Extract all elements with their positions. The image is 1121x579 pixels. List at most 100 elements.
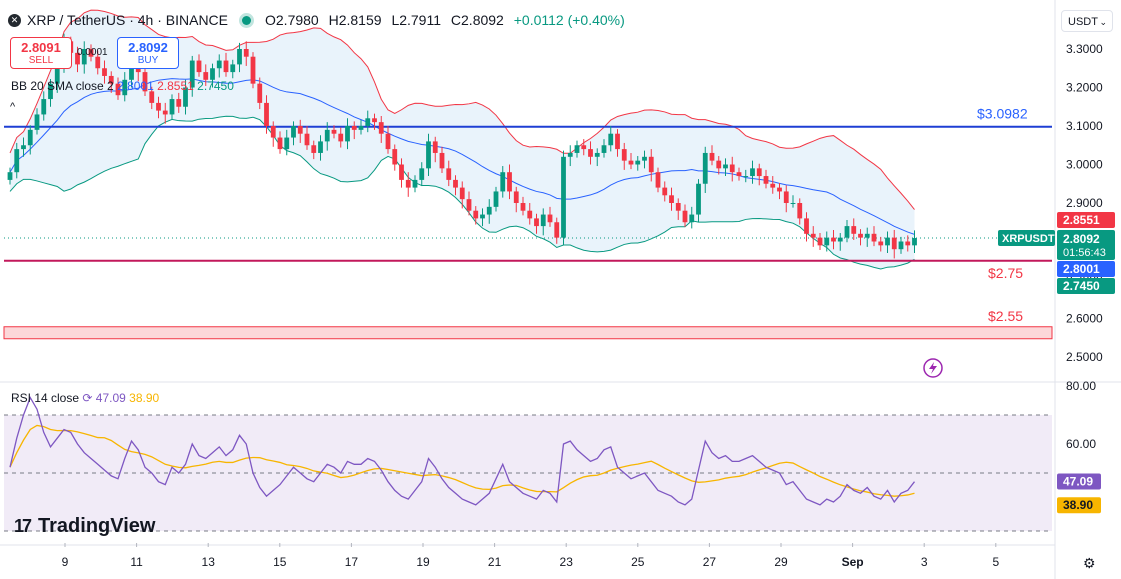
candle-body (48, 83, 53, 100)
candle-body (723, 164, 728, 169)
candle (621, 142, 627, 170)
buy-button[interactable]: 2.8092 BUY (117, 37, 179, 69)
candle (270, 121, 276, 147)
candle (858, 229, 863, 246)
candle (210, 63, 215, 88)
candle-body (318, 141, 323, 153)
candle-body (547, 214, 553, 223)
candle-body (284, 137, 290, 150)
candle-body (581, 145, 587, 150)
candle-body (169, 99, 175, 115)
candle-body (736, 172, 742, 177)
currency-select[interactable]: USDT ⌄ (1061, 10, 1113, 32)
candle (277, 131, 283, 154)
y-tick-label: 2.6000 (1066, 312, 1103, 326)
candle-body (243, 49, 249, 57)
candle-body (338, 133, 344, 142)
candle (392, 144, 398, 171)
symbol-title[interactable]: XRP / TetherUS · 4h · BINANCE (27, 12, 228, 28)
candle-body (291, 126, 296, 138)
rsi-line (9, 396, 916, 506)
candle (439, 146, 445, 173)
candle-body (601, 145, 607, 153)
candle-body (230, 64, 236, 73)
candle (756, 163, 762, 186)
candle (871, 226, 877, 247)
candle (682, 204, 688, 227)
candle-body (142, 72, 148, 92)
candle-body (689, 214, 695, 223)
candle (156, 96, 161, 119)
candle (864, 227, 870, 247)
candle-body (574, 145, 580, 153)
candle (716, 156, 722, 175)
candle-body (237, 49, 242, 65)
tradingview-logo[interactable]: 17 TradingView (14, 515, 155, 538)
candle (594, 148, 600, 167)
rsi-legend[interactable]: RSI 14 close ⟳ 47.09 38.90 (11, 391, 159, 405)
candle (851, 218, 857, 240)
candle-body (675, 203, 681, 211)
candle-body (34, 114, 40, 130)
candle-body (432, 141, 438, 153)
candle-body (756, 168, 762, 177)
candle (824, 231, 830, 252)
svg-text:2.7450: 2.7450 (1063, 279, 1100, 293)
x-tick-label: 11 (130, 555, 143, 569)
candle (817, 233, 823, 250)
candle (783, 185, 789, 213)
gear-icon[interactable]: ⚙ (1083, 555, 1096, 571)
rsi-y-tick-label: 80.00 (1066, 379, 1096, 393)
candle (608, 126, 614, 152)
candle (736, 167, 742, 181)
bb-basis-value: 2.8001 (117, 79, 154, 93)
candle (898, 236, 904, 254)
candle (743, 169, 749, 183)
candle (21, 137, 26, 157)
candle (837, 233, 843, 251)
chevron-down-icon: ⌄ (1099, 17, 1107, 27)
candle-body (912, 238, 917, 246)
bb-legend[interactable]: BB 20 SMA close 2 2.8001 2.8551 2.7450 (11, 79, 234, 93)
candle-body (54, 68, 60, 84)
candle (81, 41, 87, 74)
candle-body (844, 226, 850, 238)
candle-body (810, 233, 816, 238)
candle-body (264, 102, 269, 126)
candle-body (21, 145, 26, 150)
candle (615, 129, 620, 157)
candle-body (885, 237, 890, 246)
candle (831, 229, 836, 250)
market-status-icon (242, 15, 251, 25)
candle-body (453, 179, 458, 188)
candle-body (149, 91, 155, 103)
candle-body (608, 133, 614, 146)
candle-body (716, 160, 722, 169)
candle (426, 133, 431, 177)
candle-body (696, 183, 701, 215)
candle-body (594, 152, 600, 157)
candle-body (75, 52, 80, 65)
candle-body (156, 102, 161, 111)
candle-body (297, 126, 303, 134)
candle (385, 126, 391, 154)
candle (257, 77, 263, 110)
candle (432, 136, 438, 163)
sell-button[interactable]: 2.8091 SELL (10, 37, 72, 69)
candle-body (500, 172, 506, 192)
candle-body (662, 187, 668, 196)
collapse-legend-icon[interactable]: ^ (10, 101, 16, 113)
candle-body (493, 191, 499, 207)
candle (297, 119, 303, 143)
candle (466, 191, 472, 216)
xrp-logo-icon: ✕ (8, 13, 21, 27)
tradingview-mark-icon: 17 (14, 516, 32, 536)
candle (628, 152, 634, 170)
level-label: $3.0982 (977, 106, 1028, 122)
candle-body (88, 49, 94, 57)
bb-lower-value: 2.7450 (197, 79, 234, 93)
candle (27, 125, 33, 155)
candle (304, 126, 310, 150)
candle (554, 217, 560, 244)
